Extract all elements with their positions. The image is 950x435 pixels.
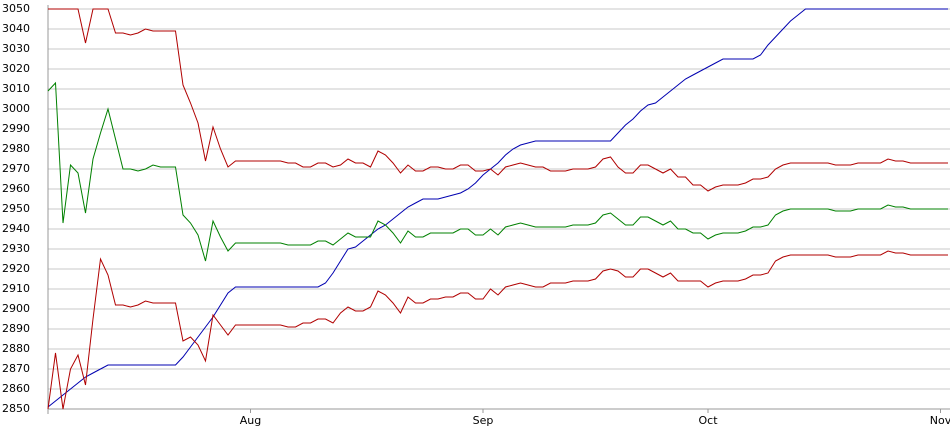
y-tick-label: 2850 — [2, 402, 30, 415]
y-tick-label: 3030 — [2, 42, 30, 55]
series-line — [47, 8, 948, 408]
x-tick-label: Oct — [698, 414, 718, 427]
x-tick-label: Aug — [240, 414, 261, 427]
y-tick-label: 2870 — [2, 362, 30, 375]
y-tick-label: 3040 — [2, 22, 30, 35]
y-tick-label: 3050 — [2, 2, 30, 15]
y-tick-label: 2880 — [2, 342, 30, 355]
y-tick-label: 2890 — [2, 322, 30, 335]
y-tick-label: 2930 — [2, 242, 30, 255]
x-tick-label: Sep — [473, 414, 494, 427]
y-tick-label: 2960 — [2, 182, 30, 195]
y-tick-label: 2980 — [2, 142, 30, 155]
series-line — [47, 250, 948, 410]
y-tick-label: 2940 — [2, 222, 30, 235]
y-tick-label: 2950 — [2, 202, 30, 215]
y-tick-label: 3020 — [2, 62, 30, 75]
y-tick-label: 2990 — [2, 122, 30, 135]
x-tick-label: Nov — [930, 414, 950, 427]
y-tick-label: 2860 — [2, 382, 30, 395]
y-tick-label: 2970 — [2, 162, 30, 175]
series-line — [47, 81, 948, 262]
series-line — [48, 8, 948, 192]
y-tick-label: 2900 — [2, 302, 30, 315]
y-tick-label: 2910 — [2, 282, 30, 295]
y-tick-label: 3010 — [2, 82, 30, 95]
y-tick-label: 2920 — [2, 262, 30, 275]
y-tick-label: 3000 — [2, 102, 30, 115]
